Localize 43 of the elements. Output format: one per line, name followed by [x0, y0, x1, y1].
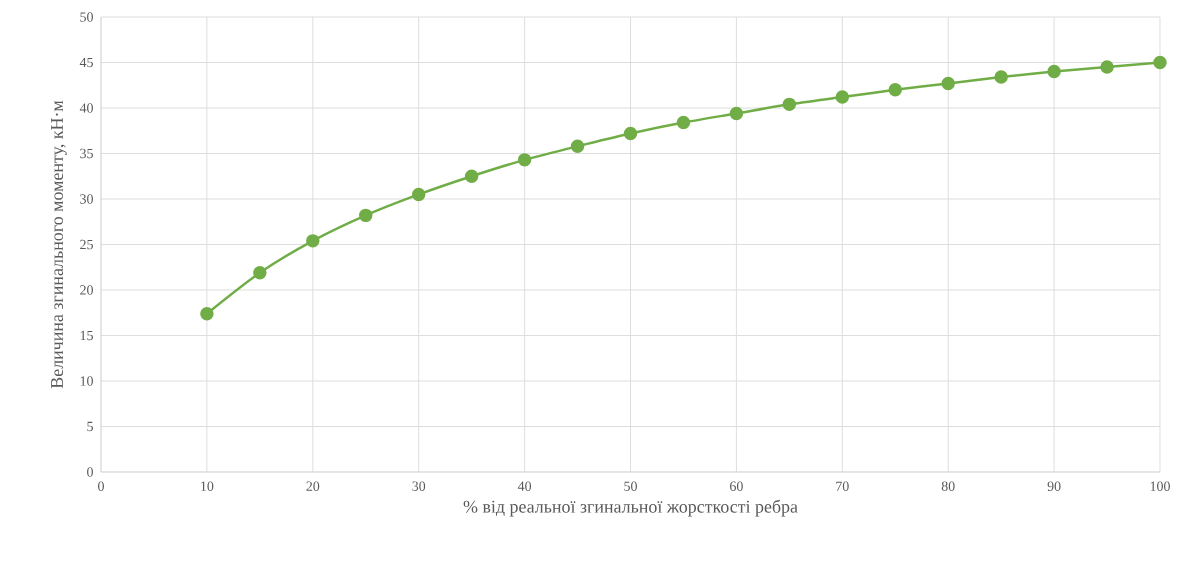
- point: [570, 139, 585, 153]
- y-tick-label: 40: [79, 103, 93, 113]
- point: [782, 97, 797, 112]
- y-axis-title: Величина згинального моменту, кН·м: [51, 100, 67, 389]
- point: [1047, 64, 1061, 79]
- point: [1100, 60, 1114, 74]
- point: [464, 169, 479, 183]
- point: [941, 76, 955, 91]
- point: [835, 90, 850, 104]
- y-tick-label: 50: [80, 12, 93, 22]
- point: [729, 106, 744, 121]
- y-tick-label: 45: [79, 57, 93, 68]
- point: [411, 187, 426, 202]
- x-axis-title: % від реальної згинальної жорсткості ребра: [463, 499, 798, 517]
- point: [994, 70, 1008, 84]
- y-tick-label: 25: [80, 239, 93, 250]
- y-tick-label: 10: [80, 376, 93, 386]
- x-tick-label: 30: [412, 481, 426, 491]
- y-tick-label: 15: [80, 330, 93, 341]
- point: [517, 153, 532, 167]
- x-tick-label: 10: [201, 481, 214, 491]
- x-tick-label: 50: [624, 481, 637, 491]
- x-tick-label: 70: [836, 481, 849, 491]
- x-tick-label: 40: [517, 481, 532, 491]
- x-tick-label: 90: [1047, 481, 1061, 491]
- x-tick-label: 0: [98, 481, 104, 491]
- x-tick-label: 100: [1150, 481, 1170, 491]
- y-tick-label: 30: [80, 194, 93, 204]
- y-tick-label: 5: [87, 421, 93, 432]
- y-tick-label: 35: [80, 148, 93, 159]
- y-tick-label: 0: [87, 467, 93, 477]
- point: [253, 265, 267, 280]
- point: [1153, 55, 1167, 70]
- point: [359, 208, 373, 223]
- x-tick-label: 60: [730, 481, 743, 491]
- point: [200, 306, 214, 321]
- x-tick-label: 20: [306, 481, 320, 491]
- point: [676, 115, 691, 130]
- point: [306, 234, 320, 248]
- point: [888, 83, 902, 97]
- x-tick-label: 80: [941, 481, 955, 491]
- y-tick-label: 20: [80, 285, 93, 295]
- point: [623, 126, 638, 141]
